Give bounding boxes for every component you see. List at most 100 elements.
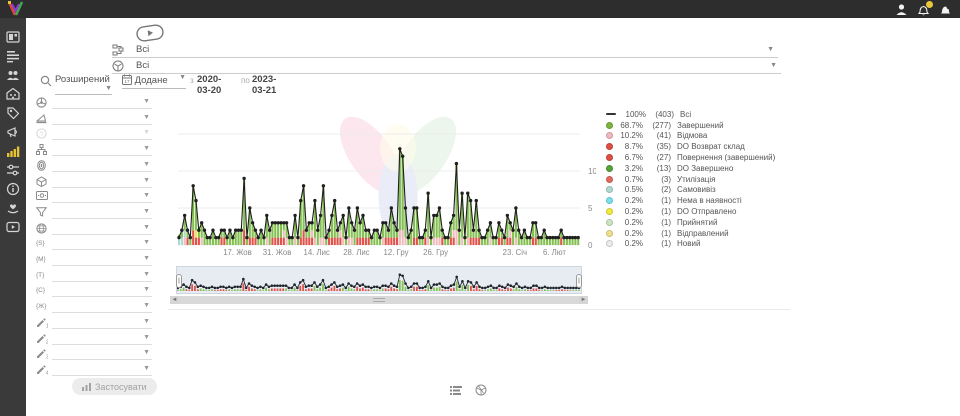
legend-item[interactable]: 68.7%(277)Завершений	[606, 120, 786, 131]
navigator-right-handle[interactable]: ||	[576, 274, 582, 288]
sidebar-item-support[interactable]	[6, 201, 20, 215]
filter-row-token-M[interactable]: {M} ▼	[34, 253, 154, 268]
video-tutorial-icon[interactable]	[135, 23, 165, 43]
status-filter-row[interactable]: Всі ▼	[112, 44, 778, 58]
chevron-down-icon[interactable]: ▼	[143, 302, 150, 309]
legend-item[interactable]: 0.2%(1)Прийнятий	[606, 217, 786, 228]
legend-item[interactable]: 3.2%(13)DO Завершено	[606, 163, 786, 174]
filter-row-token-C[interactable]: {C} ▼	[34, 284, 154, 299]
filter-row-fingerprint[interactable]: ▼	[34, 159, 154, 174]
chevron-down-icon[interactable]: ▼	[143, 271, 150, 278]
filter-dropdown[interactable]	[52, 344, 152, 345]
sidebar-item-clients[interactable]	[6, 68, 20, 82]
filter-row-token-T[interactable]: {T} ▼	[34, 269, 154, 284]
app-logo[interactable]	[7, 1, 24, 17]
filter-dropdown[interactable]	[52, 234, 152, 235]
filter-dropdown[interactable]	[52, 281, 152, 282]
legend-item[interactable]: 100%(403)Всі	[606, 109, 786, 120]
date-field-dropdown[interactable]: 17 Додане ▼	[122, 74, 186, 89]
filter-row-custom-4[interactable]: 4 ▼	[34, 363, 154, 378]
chevron-down-icon[interactable]: ▼	[143, 114, 150, 121]
search-icon[interactable]	[40, 75, 52, 87]
chevron-down-icon[interactable]: ▼	[143, 286, 150, 293]
sidebar-item-marketing[interactable]	[6, 125, 20, 139]
product-filter-row[interactable]: Всі ▼	[112, 60, 781, 74]
sidebar-item-price-tags[interactable]	[6, 106, 20, 120]
chevron-down-icon[interactable]: ▼	[767, 46, 774, 53]
sidebar-item-video-lessons[interactable]	[6, 220, 20, 234]
sidebar-item-orders[interactable]	[6, 49, 20, 63]
filter-row-custom-1[interactable]: 1 ▼	[34, 316, 154, 331]
chevron-down-icon[interactable]: ▼	[143, 239, 150, 246]
filter-row-funnel[interactable]: ▼	[34, 206, 154, 221]
legend-item[interactable]: 0.5%(2)Самовивіз	[606, 185, 786, 196]
chevron-down-icon[interactable]: ▼	[143, 255, 150, 262]
chevron-down-icon[interactable]: ▼	[143, 192, 150, 199]
filter-row-level-ruler[interactable]: ▼	[34, 112, 154, 127]
legend-item[interactable]: 0.2%(1)Новий	[606, 239, 786, 250]
filter-row-custom-2[interactable]: 2 ▼	[34, 332, 154, 347]
filter-dropdown[interactable]	[52, 171, 152, 172]
filter-row-token-S[interactable]: {S} ▼	[34, 237, 154, 252]
filter-row-globe[interactable]: ▼	[34, 222, 154, 237]
filter-dropdown[interactable]	[52, 359, 152, 360]
search-mode-dropdown[interactable]: Розширений ▼	[55, 74, 112, 95]
filter-dropdown[interactable]	[52, 187, 152, 188]
main-chart[interactable]: 051017. Жов31. Жов14. Лис28. Лис12. Гру2…	[172, 96, 596, 258]
filter-dropdown[interactable]	[52, 328, 152, 329]
apply-button[interactable]: Застосувати	[72, 378, 157, 395]
list-settings-icon[interactable]	[450, 384, 462, 396]
announcements-bell-icon[interactable]	[939, 3, 952, 16]
filter-row-steering-wheel[interactable]: ▼	[34, 96, 154, 111]
legend-item[interactable]: 8.7%(35)DO Возврат склад	[606, 141, 786, 152]
chart-scrollbar[interactable]: ◄ ►	[170, 296, 588, 304]
legend-item[interactable]: 10.2%(41)Відмова	[606, 131, 786, 142]
notifications-bell-icon[interactable]	[917, 3, 930, 16]
package-sphere-icon[interactable]	[475, 384, 487, 396]
filter-dropdown[interactable]	[52, 375, 152, 376]
chevron-down-icon[interactable]: ▼	[143, 349, 150, 356]
navigator-left-handle[interactable]: ||	[176, 274, 182, 288]
scroll-left-arrow[interactable]: ◄	[170, 296, 179, 304]
filter-row-banknote[interactable]: ▼	[34, 190, 154, 205]
scroll-right-arrow[interactable]: ►	[579, 296, 588, 304]
filter-dropdown[interactable]	[52, 139, 152, 140]
sidebar-item-warehouse[interactable]	[6, 87, 20, 101]
chevron-down-icon[interactable]: ▼	[143, 365, 150, 372]
chevron-down-icon[interactable]: ▼	[143, 334, 150, 341]
filter-dropdown[interactable]	[52, 265, 152, 266]
chevron-down-icon[interactable]: ▼	[143, 318, 150, 325]
sidebar-item-info[interactable]	[6, 182, 20, 196]
chevron-down-icon[interactable]: ▼	[143, 208, 150, 215]
filter-row-custom-3[interactable]: 3 ▼	[34, 347, 154, 362]
legend-item[interactable]: 6.7%(27)Повернення (завершений)	[606, 152, 786, 163]
filter-row-help[interactable]: ? ▼	[34, 127, 154, 142]
sidebar-item-analytics[interactable]	[6, 144, 20, 158]
chevron-down-icon[interactable]: ▼	[143, 129, 150, 136]
legend-item[interactable]: 0.7%(3)Утилізація	[606, 174, 786, 185]
filter-dropdown[interactable]	[52, 218, 152, 219]
scrollbar-thumb[interactable]	[179, 296, 579, 304]
filter-row-sitemap[interactable]: ▼	[34, 143, 154, 158]
chevron-down-icon[interactable]: ▼	[143, 98, 150, 105]
filter-dropdown[interactable]	[52, 202, 152, 203]
legend-item[interactable]: 0.2%(1)Нема в наявності	[606, 195, 786, 206]
filter-row-package[interactable]: ▼	[34, 175, 154, 190]
filter-row-token-Ж[interactable]: {Ж} ▼	[34, 300, 154, 315]
user-icon[interactable]	[895, 3, 908, 16]
chevron-down-icon[interactable]: ▼	[143, 177, 150, 184]
sidebar-item-settings-sliders[interactable]	[6, 163, 20, 177]
chevron-down-icon[interactable]: ▼	[770, 62, 777, 69]
filter-dropdown[interactable]	[52, 108, 152, 109]
chevron-down-icon[interactable]: ▼	[143, 161, 150, 168]
chevron-down-icon[interactable]: ▼	[143, 145, 150, 152]
filter-dropdown[interactable]	[52, 249, 152, 250]
filter-dropdown[interactable]	[52, 155, 152, 156]
filter-dropdown[interactable]	[52, 124, 152, 125]
legend-item[interactable]: 0.2%(1)Відправлений	[606, 228, 786, 239]
legend-item[interactable]: 0.2%(1)DO Отправлено	[606, 206, 786, 217]
sidebar-item-dashboard[interactable]	[6, 30, 20, 44]
chart-navigator[interactable]: || ||	[176, 266, 582, 294]
filter-dropdown[interactable]	[52, 296, 152, 297]
chevron-down-icon[interactable]: ▼	[143, 224, 150, 231]
